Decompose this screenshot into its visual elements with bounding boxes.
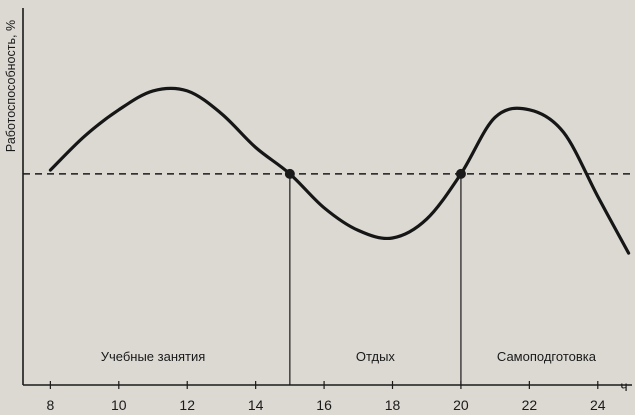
x-tick-label-20: 20 bbox=[453, 397, 469, 413]
x-tick-label-14: 14 bbox=[248, 397, 264, 413]
intersection-point-2 bbox=[455, 168, 466, 179]
region-label-1: Учебные занятия bbox=[101, 349, 206, 364]
x-tick-label-10: 10 bbox=[111, 397, 127, 413]
region-label-2: Отдых bbox=[356, 349, 396, 364]
y-axis-label: Работоспособность, % bbox=[4, 20, 18, 152]
intersection-point-1 bbox=[284, 168, 295, 179]
x-tick-label-16: 16 bbox=[316, 397, 332, 413]
x-tick-label-18: 18 bbox=[385, 397, 401, 413]
x-axis-label: ч bbox=[620, 378, 627, 394]
x-tick-label-22: 22 bbox=[522, 397, 538, 413]
x-tick-label-12: 12 bbox=[179, 397, 195, 413]
work-capacity-curve-1 bbox=[48, 86, 631, 255]
region-label-3: Самоподготовка bbox=[497, 349, 597, 364]
x-tick-label-8: 8 bbox=[46, 397, 54, 413]
x-tick-label-24: 24 bbox=[590, 397, 606, 413]
